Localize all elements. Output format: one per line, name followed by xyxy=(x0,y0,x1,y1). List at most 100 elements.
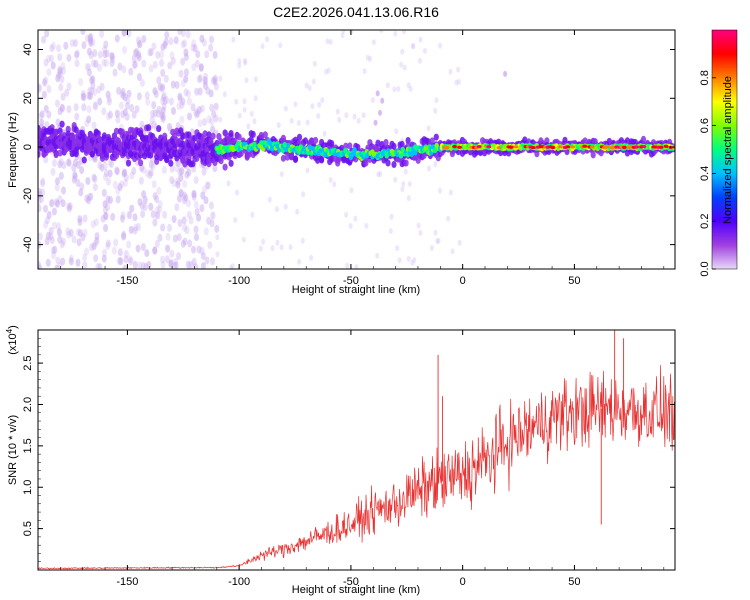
spectrogram-frame xyxy=(37,29,676,270)
spectrogram-cell xyxy=(250,130,256,138)
spectrogram-cell xyxy=(71,175,77,184)
spectrogram-cell xyxy=(125,159,132,167)
spectrogram-cell xyxy=(84,247,90,256)
spectrogram-cell xyxy=(92,174,98,183)
spectrogram-cell xyxy=(119,90,125,99)
snr-scale-label: (x104) xyxy=(5,325,19,355)
spectrogram-cell xyxy=(75,179,81,187)
spectrogram-cell xyxy=(81,103,87,112)
spectrogram-cell xyxy=(190,103,196,112)
spectrogram-cell xyxy=(162,132,168,140)
spectrogram-cell xyxy=(392,86,397,93)
spectrogram-cell xyxy=(407,146,413,152)
spectrogram-cell xyxy=(128,67,134,76)
spectrogram-cell xyxy=(167,223,173,232)
spectrogram-cell xyxy=(243,59,248,66)
spectrogram-cell xyxy=(191,63,197,72)
spectrogram-cell xyxy=(94,232,100,241)
spectrogram-cell xyxy=(261,238,266,245)
spectrogram-cell xyxy=(373,119,378,126)
spectrogram-cell xyxy=(435,238,440,245)
spectrogram-cell xyxy=(129,104,135,112)
spectrogram-cell xyxy=(181,191,187,200)
spectrogram-cell xyxy=(46,85,52,93)
spectrogram-cell xyxy=(132,213,138,222)
spectrogram-cell xyxy=(279,244,284,251)
spectrogram-cell xyxy=(150,210,156,219)
spectrogram-cell xyxy=(293,101,298,108)
spectrogram-cell xyxy=(48,226,54,235)
spectrogram-cell xyxy=(438,42,443,49)
spectrogram-cell xyxy=(123,173,129,182)
spectrogram-cell xyxy=(267,196,272,203)
spectrogram-cell xyxy=(241,236,246,243)
spectrogram-cell xyxy=(283,203,288,210)
spectrogram-cell xyxy=(102,206,108,215)
spectrogram-cell xyxy=(370,97,375,104)
spectrogram-cell xyxy=(503,70,508,77)
spectrogram-cell xyxy=(122,93,128,102)
spectrogram-cell xyxy=(186,168,192,177)
spectrogram-cell xyxy=(279,171,284,178)
spectrogram-cell xyxy=(396,85,401,92)
spectrogram-cell xyxy=(171,106,176,115)
spectrogram-cell xyxy=(38,187,43,196)
spectrogram-cell xyxy=(135,244,141,253)
spectrogram-cell xyxy=(155,109,161,118)
spectrogram-y-ticks: -40 -20 0 20 40 xyxy=(22,43,675,253)
spectrogram-cell xyxy=(154,239,160,248)
spectrogram-cell xyxy=(75,258,81,267)
spectrogram-cell xyxy=(402,30,407,35)
spectrogram-cell xyxy=(275,239,280,246)
spectrogram-cell xyxy=(156,125,162,133)
spectrogram-cell xyxy=(65,202,71,211)
spectrogram-cell xyxy=(417,57,422,64)
spectrogram-cell xyxy=(199,34,205,43)
spectrogram-cell xyxy=(121,91,127,100)
spectrogram-cell xyxy=(401,181,406,187)
spectrogram-cell xyxy=(282,142,287,148)
spectrogram-cell xyxy=(296,120,301,126)
spectrogram-cell xyxy=(187,261,193,269)
spectrogram-cell xyxy=(51,207,57,216)
spectrogram-cell xyxy=(311,78,316,85)
spectrogram-cell xyxy=(38,196,42,205)
spectrogram-cell xyxy=(57,53,63,62)
spectrogram-cell xyxy=(57,149,63,157)
spectrogram-cell xyxy=(148,64,154,73)
spectrogram-cell xyxy=(210,257,215,266)
spectrogram-cell xyxy=(450,248,455,255)
spectrogram-cell xyxy=(132,61,138,70)
spectrogram-cell xyxy=(197,119,203,128)
colorbar-gradient xyxy=(712,30,737,269)
spectrogram-cell xyxy=(153,90,159,99)
spectrogram-cell xyxy=(160,83,166,92)
spectrogram-cell xyxy=(433,229,438,236)
spectrogram-cell xyxy=(244,77,249,84)
spectrogram-cell xyxy=(590,151,596,159)
spectrogram-cell xyxy=(345,262,350,269)
spectrogram-cell xyxy=(155,211,160,220)
spectrogram-cell xyxy=(361,112,366,119)
spectrogram-cell xyxy=(154,195,160,204)
spectrogram-cell xyxy=(253,95,258,102)
spectrogram-cell xyxy=(383,139,389,146)
spectrogram-cell xyxy=(116,86,122,95)
spectrogram-cell xyxy=(159,58,164,67)
spectrogram-cell xyxy=(38,232,43,241)
colorbar-tick-label: 0.8 xyxy=(699,70,711,85)
spectrogram-cell xyxy=(313,136,319,144)
y-tick-label: -40 xyxy=(22,237,34,253)
spectrogram-cell xyxy=(530,146,536,150)
spectrogram-cell xyxy=(72,170,78,179)
spectrogram-cell xyxy=(398,153,404,159)
spectrogram-cell xyxy=(93,59,99,68)
spectrogram-cell xyxy=(100,214,106,223)
spectrogram-cell xyxy=(41,35,47,44)
spectrogram-cell xyxy=(114,167,120,176)
spectrogram-cell xyxy=(438,187,442,194)
colorbar-tick-label: 0.2 xyxy=(699,214,711,229)
spectrogram-cell xyxy=(43,58,49,67)
spectrogram-cell xyxy=(86,193,92,202)
spectrogram-cell xyxy=(106,97,112,106)
